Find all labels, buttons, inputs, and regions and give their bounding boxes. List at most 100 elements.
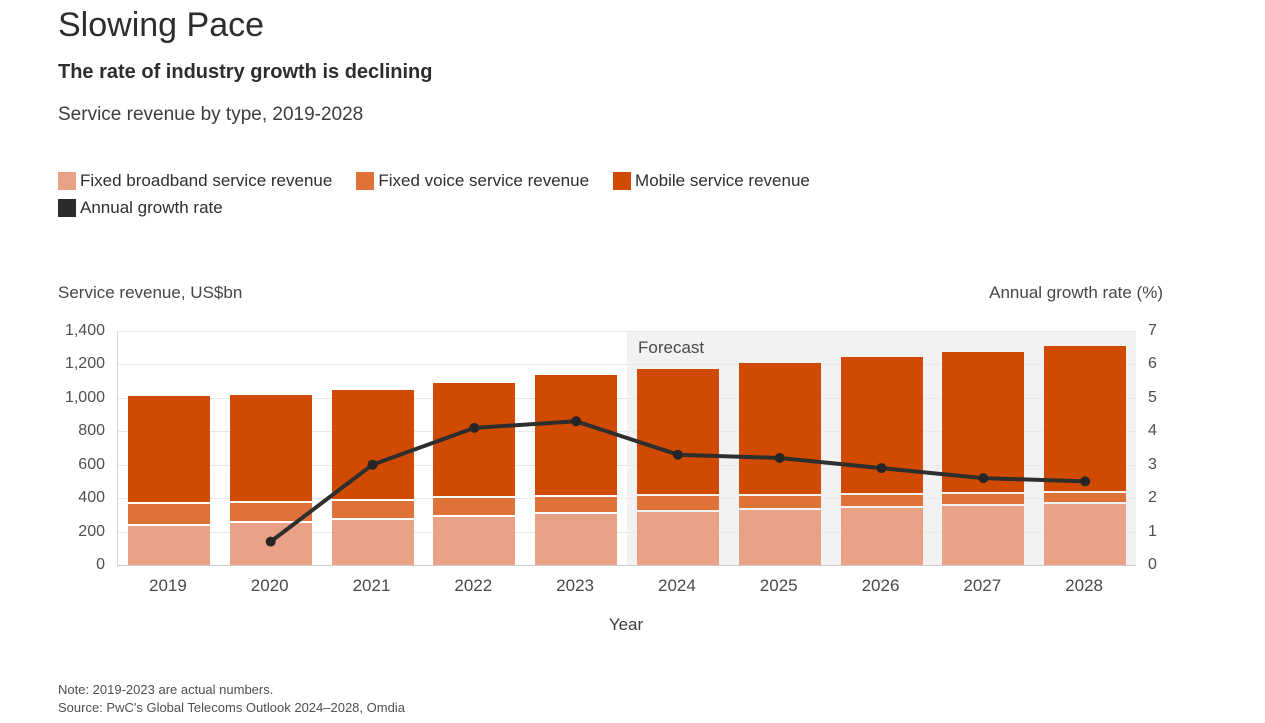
voice-swatch-icon	[356, 172, 375, 190]
right-tick-6: 6	[1148, 355, 1157, 373]
growth-rate-point	[1080, 476, 1091, 487]
note-text: Note: 2019-2023 are actual numbers.	[58, 682, 274, 697]
bar-2020-segment-1	[229, 502, 312, 522]
x-tick-2022: 2022	[454, 576, 493, 595]
legend: Fixed broadband service revenue Fixed vo…	[58, 171, 1158, 225]
bar-2019-segment-0	[127, 525, 210, 565]
bar-2027-segment-2	[942, 351, 1025, 493]
grid-line	[118, 498, 1136, 499]
bar-2027-segment-0	[942, 506, 1025, 565]
legend-item-fixed-broadband: Fixed broadband service revenue	[58, 171, 332, 191]
left-tick-1,200: 1,200	[64, 355, 105, 373]
growth-rate-point	[978, 473, 989, 484]
left-tick-800: 800	[78, 422, 105, 440]
bar-2021-segment-2	[331, 390, 414, 499]
legend-row-2: Annual growth rate	[58, 198, 1158, 218]
legend-label: Fixed voice service revenue	[378, 171, 590, 190]
right-tick-5: 5	[1148, 388, 1157, 406]
grid-line	[118, 398, 1136, 399]
left-tick-600: 600	[78, 455, 105, 473]
legend-label: Annual growth rate	[80, 198, 223, 217]
grid-line	[118, 331, 1136, 332]
right-tick-3: 3	[1148, 455, 1157, 473]
bar-2024-segment-2	[636, 369, 719, 495]
mobile-swatch-icon	[613, 172, 632, 190]
grid-line	[118, 532, 1136, 533]
bar-2028-segment-1	[1044, 493, 1127, 503]
left-tick-0: 0	[96, 556, 105, 573]
bar-2019-segment-1	[127, 503, 210, 524]
left-tick-1,400: 1,400	[64, 322, 105, 339]
bar-2019-segment-2	[127, 396, 210, 502]
right-tick-1: 1	[1148, 522, 1157, 540]
growth-rate-line	[269, 419, 1086, 544]
bar-2026-segment-1	[840, 494, 923, 506]
bar-2021-segment-0	[331, 520, 414, 565]
growth-rate-point	[571, 416, 582, 427]
x-axis-ticks: 2019 2020 2021 2022 2023 2024 2025 2026 2027 2028	[117, 576, 1135, 596]
x-axis-caption: Year	[608, 615, 644, 634]
legend-item-mobile: Mobile service revenue	[613, 171, 810, 191]
x-tick-2019: 2019	[148, 576, 187, 595]
bar-2022-segment-0	[433, 516, 516, 565]
legend-label: Mobile service revenue	[635, 171, 810, 190]
bar-2025-segment-2	[738, 362, 821, 494]
left-tick-200: 200	[78, 522, 105, 540]
grid-line	[118, 431, 1136, 432]
growth-rate-swatch-icon	[58, 199, 76, 217]
growth-rate-line-layer	[265, 416, 1091, 547]
x-tick-2025: 2025	[759, 576, 798, 595]
bar-2024-segment-0	[636, 511, 719, 565]
x-tick-2023: 2023	[556, 576, 594, 595]
x-tick-2020: 2020	[250, 576, 289, 595]
bar-2023-segment-0	[535, 514, 618, 565]
right-tick-4: 4	[1148, 422, 1157, 440]
bar-2024-segment-1	[636, 496, 719, 510]
growth-rate-point	[469, 422, 480, 433]
right-tick-0: 0	[1148, 556, 1157, 573]
legend-label: Fixed broadband service revenue	[80, 171, 333, 190]
bar-2028-segment-2	[1044, 346, 1127, 492]
page-title: Slowing Pace	[58, 6, 265, 44]
x-tick-2024: 2024	[657, 576, 696, 595]
bar-2027-segment-1	[942, 494, 1025, 505]
growth-rate-point	[774, 453, 785, 463]
x-tick-2026: 2026	[861, 576, 900, 595]
x-tick-2021: 2021	[352, 576, 391, 595]
legend-row-1: Fixed broadband service revenue Fixed vo…	[58, 171, 1158, 191]
x-tick-2028: 2028	[1065, 576, 1103, 595]
right-tick-2: 2	[1148, 489, 1157, 507]
growth-rate-point	[265, 536, 276, 547]
grid-line	[118, 364, 1136, 365]
bar-2023-segment-2	[535, 375, 618, 495]
growth-rate-point	[672, 449, 683, 460]
right-tick-7: 7	[1148, 322, 1157, 339]
bar-2023-segment-1	[535, 496, 618, 513]
grid-line	[118, 465, 1136, 466]
plot-area: Forecast	[117, 331, 1136, 566]
bar-2020-segment-2	[229, 395, 312, 501]
left-axis-ticks: 0 200 400 600 800 1,000 1,200 1,400	[0, 322, 105, 573]
chart-description: Service revenue by type, 2019-2028	[58, 104, 364, 125]
bar-2025-segment-0	[738, 509, 821, 565]
left-tick-400: 400	[78, 489, 105, 507]
page-subtitle: The rate of industry growth is declining	[58, 61, 433, 83]
legend-item-growth-rate: Annual growth rate	[58, 198, 223, 218]
bar-2022-segment-1	[433, 498, 516, 515]
left-axis-caption: Service revenue, US$bn	[58, 283, 243, 302]
right-axis-caption: Annual growth rate (%)	[989, 283, 1163, 302]
bar-2028-segment-0	[1044, 504, 1127, 565]
growth-rate-point	[367, 459, 378, 470]
bar-2025-segment-1	[738, 495, 821, 508]
growth-rate-point	[876, 463, 887, 474]
bar-2021-segment-1	[331, 500, 414, 519]
source-text: Source: PwC's Global Telecoms Outlook 20…	[58, 700, 405, 715]
broadband-swatch-icon	[58, 172, 76, 190]
right-axis-ticks: 0 1 2 3 4 5 6 7	[1148, 322, 1188, 573]
x-tick-2027: 2027	[963, 576, 1002, 595]
legend-item-fixed-voice: Fixed voice service revenue	[356, 171, 589, 191]
bar-2026-segment-0	[840, 507, 923, 565]
forecast-label: Forecast	[638, 338, 705, 357]
left-tick-1,000: 1,000	[64, 388, 105, 406]
